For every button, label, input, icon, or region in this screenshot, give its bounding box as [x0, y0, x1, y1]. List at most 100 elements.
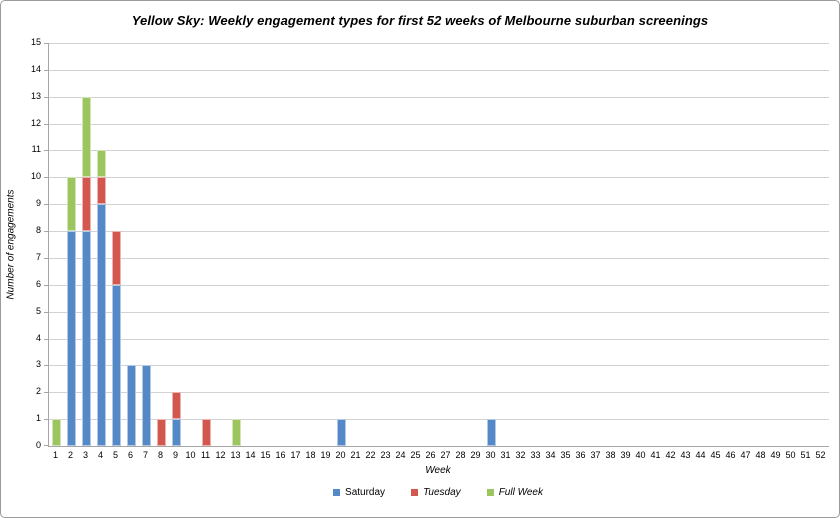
- x-tick-label: 10: [185, 450, 196, 460]
- x-tick-label: 48: [755, 450, 766, 460]
- bar-tuesday-week-3: [82, 177, 91, 232]
- bar-full-week-week-13: [232, 419, 241, 446]
- x-tick-label: 23: [380, 450, 391, 460]
- gridline: [49, 96, 829, 98]
- x-tick-label: 29: [470, 450, 481, 460]
- y-tick-label: 9: [35, 198, 41, 209]
- y-tick-label: 10: [30, 171, 41, 182]
- y-tick-label: 13: [30, 90, 41, 101]
- gridline: [49, 311, 829, 313]
- legend-item-tuesday: Tuesday: [411, 487, 461, 498]
- bar-tuesday-week-5: [112, 231, 121, 285]
- x-tick-label: 12: [215, 450, 226, 460]
- bar-tuesday-week-4: [97, 177, 106, 205]
- x-tick-label: 27: [440, 450, 451, 460]
- gridline: [49, 177, 829, 179]
- y-axis-tick: [44, 311, 49, 313]
- bar-saturday-week-5: [112, 284, 121, 446]
- bar-saturday-week-4: [97, 204, 106, 446]
- x-tick-label: 46: [725, 450, 736, 460]
- y-axis-tick: [44, 150, 49, 152]
- gridline: [49, 43, 829, 44]
- bar-saturday-week-9: [172, 419, 181, 446]
- y-axis-tick-labels: 0 1 2 3 4 5 6 7 8 9 10 11 12 13 14 15: [1, 38, 41, 450]
- y-tick-label: 11: [31, 144, 41, 155]
- bar-saturday-week-30: [487, 419, 496, 446]
- x-tick-label: 52: [815, 450, 826, 460]
- legend-swatch-icon: [333, 489, 341, 496]
- x-tick-label: 2: [67, 450, 74, 460]
- gridline: [49, 123, 829, 125]
- legend-swatch-icon: [486, 489, 494, 496]
- x-tick-label: 3: [82, 450, 89, 460]
- gridline: [49, 257, 829, 259]
- bar-saturday-week-7: [142, 365, 151, 446]
- y-tick-label: 2: [35, 386, 41, 397]
- bar-full-week-week-1: [52, 419, 61, 446]
- y-axis-tick: [44, 231, 49, 233]
- y-axis-tick: [44, 284, 49, 286]
- x-tick-label: 43: [680, 450, 691, 460]
- y-tick-label: 3: [35, 359, 41, 370]
- x-tick-label: 37: [590, 450, 601, 460]
- legend-item-saturday: Saturday: [333, 487, 385, 498]
- gridline: [49, 365, 829, 367]
- x-tick-label: 35: [560, 450, 571, 460]
- x-tick-label: 15: [260, 450, 271, 460]
- y-tick-label: 4: [35, 332, 41, 343]
- y-axis-tick: [44, 204, 49, 206]
- x-tick-label: 7: [142, 450, 149, 460]
- y-tick-label: 6: [35, 278, 41, 289]
- x-tick-label: 50: [785, 450, 796, 460]
- x-tick-label: 32: [515, 450, 526, 460]
- x-tick-label: 42: [665, 450, 676, 460]
- x-tick-label: 47: [740, 450, 751, 460]
- gridline: [49, 204, 829, 206]
- legend-item-full-week: Full Week: [486, 487, 543, 498]
- legend-swatch-icon: [411, 489, 419, 496]
- legend: Saturday Tuesday Full Week: [48, 487, 828, 498]
- x-tick-label: 8: [157, 450, 164, 460]
- x-tick-label: 36: [575, 450, 586, 460]
- legend-label: Tuesday: [423, 487, 461, 498]
- x-tick-label: 17: [290, 450, 301, 460]
- bar-tuesday-week-11: [202, 419, 211, 446]
- y-tick-label: 8: [35, 225, 41, 236]
- x-tick-label: 4: [97, 450, 104, 460]
- y-axis-tick: [44, 392, 49, 394]
- x-tick-label: 1: [52, 450, 59, 460]
- y-axis-tick: [44, 123, 49, 125]
- bar-saturday-week-20: [337, 419, 346, 446]
- x-tick-label: 6: [127, 450, 134, 460]
- y-axis-tick: [44, 257, 49, 259]
- x-tick-label: 26: [425, 450, 436, 460]
- plot-area: [44, 43, 829, 447]
- bar-tuesday-week-9: [172, 392, 181, 420]
- gridline: [49, 392, 829, 394]
- x-tick-label: 33: [530, 450, 541, 460]
- y-axis-tick: [44, 365, 49, 367]
- bar-saturday-week-6: [127, 365, 136, 446]
- gridline: [49, 150, 829, 152]
- x-tick-label: 25: [410, 450, 421, 460]
- x-tick-label: 16: [275, 450, 286, 460]
- bar-saturday-week-2: [67, 231, 76, 446]
- x-tick-label: 45: [710, 450, 721, 460]
- y-tick-label: 12: [30, 117, 41, 128]
- bar-full-week-week-3: [82, 96, 91, 178]
- x-tick-label: 30: [485, 450, 496, 460]
- gridline: [49, 231, 829, 233]
- bar-full-week-week-2: [67, 177, 76, 232]
- gridline: [49, 69, 829, 71]
- x-tick-label: 11: [200, 450, 211, 460]
- x-tick-label: 20: [335, 450, 346, 460]
- y-axis-tick: [44, 69, 49, 71]
- x-tick-label: 34: [545, 450, 556, 460]
- x-tick-label: 28: [455, 450, 466, 460]
- x-tick-label: 9: [172, 450, 179, 460]
- x-tick-label: 39: [620, 450, 631, 460]
- y-axis-tick: [44, 177, 49, 179]
- bar-saturday-week-3: [82, 231, 91, 446]
- bar-full-week-week-4: [97, 150, 106, 178]
